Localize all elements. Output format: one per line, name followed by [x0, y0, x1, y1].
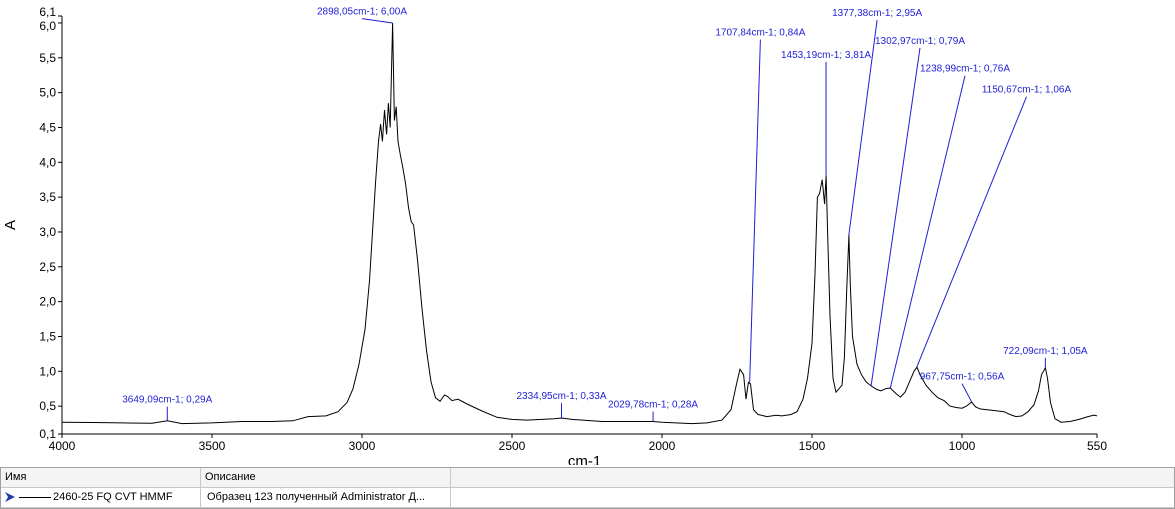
x-tick-label: 4000 — [49, 439, 76, 453]
y-tick-label: 2,5 — [39, 260, 56, 274]
y-tick-label: 4,5 — [39, 120, 56, 134]
x-tick-label: 2500 — [499, 439, 526, 453]
annotation-layer: 3649,09cm-1; 0,29A 2898,05cm-1; 6,00A 2334… — [122, 7, 1088, 422]
y-tick-label: 3,0 — [39, 225, 56, 239]
y-tick-label: 5,5 — [39, 51, 56, 65]
column-header-name[interactable]: Имя — [1, 468, 201, 487]
peak-label: 722,09cm-1; 1,05A — [1003, 346, 1088, 357]
peak-label: 2334,95cm-1; 0,33A — [516, 391, 606, 402]
y-tick-label: 1,5 — [39, 329, 56, 343]
x-tick-label: 550 — [1087, 439, 1107, 453]
current-row-arrow-icon — [5, 492, 15, 502]
peak-marker-line — [870, 47, 921, 387]
y-tick-label: 5,0 — [39, 86, 56, 100]
y-tick-label: 2,0 — [39, 295, 56, 309]
peak-label: 1707,84cm-1; 0,84A — [715, 28, 805, 39]
x-tick-label: 1000 — [949, 439, 976, 453]
y-tick-label: 3,5 — [39, 190, 56, 204]
series-name-cell[interactable]: 2460-25 FQ CVT HMMF — [1, 488, 201, 507]
y-tick-label: 0,5 — [39, 399, 56, 413]
peak-marker-line — [961, 383, 973, 403]
y-tick-label: 1,0 — [39, 364, 56, 378]
y-tick-label: 6,0 — [39, 19, 56, 33]
peak-label: 1238,99cm-1; 0,76A — [920, 64, 1010, 75]
peak-label: 967,75cm-1; 0,56A — [920, 372, 1005, 383]
y-axis-title: A — [2, 220, 19, 230]
x-axis-title: cm-1 — [568, 453, 601, 465]
peak-label: 1150,67cm-1; 1,06A — [982, 85, 1072, 96]
plot-layer — [61, 22, 1098, 425]
peak-label: 1377,38cm-1; 2,95A — [832, 8, 922, 19]
spectrum-line — [61, 22, 1098, 425]
peak-marker-line — [361, 18, 393, 24]
peak-marker-line — [889, 75, 966, 389]
series-table: Имя Описание 2460-25 FQ CVT HMMF Образец… — [0, 467, 1175, 509]
y-tick-label: 6,1 — [39, 5, 56, 19]
series-name: 2460-25 FQ CVT HMMF — [53, 491, 173, 503]
peak-label: 2898,05cm-1; 6,00A — [317, 7, 407, 18]
axes-layer: 4000 3500 3000 2500 2000 1500 1000 550 0,1 0,5 1,0… — [2, 5, 1107, 465]
series-table-header: Имя Описание — [1, 468, 1174, 488]
series-row[interactable]: 2460-25 FQ CVT HMMF Образец 123 полученн… — [1, 488, 1174, 508]
peak-label: 3649,09cm-1; 0,29A — [122, 395, 212, 406]
peak-marker-line — [848, 19, 878, 236]
x-tick-label: 2000 — [649, 439, 676, 453]
peak-marker-line — [916, 96, 1027, 368]
x-tick-label: 1500 — [799, 439, 826, 453]
spectrum-chart: 4000 3500 3000 2500 2000 1500 1000 550 0,1 0,5 1,0… — [2, 5, 1107, 465]
series-description-cell: Образец 123 полученный Administrator Д..… — [201, 488, 451, 507]
peak-label: 1302,97cm-1; 0,79A — [875, 36, 965, 47]
x-tick-label: 3500 — [199, 439, 226, 453]
series-line-swatch — [19, 497, 51, 498]
chart-svg: 4000 3500 3000 2500 2000 1500 1000 550 0,1 0,5 1,0… — [2, 5, 1107, 465]
peak-label: 1453,19cm-1; 3,81A — [781, 50, 871, 61]
peak-marker-line — [749, 39, 761, 383]
x-tick-label: 3000 — [349, 439, 376, 453]
column-header-description[interactable]: Описание — [201, 468, 451, 487]
y-tick-label: 0,1 — [39, 427, 56, 441]
y-tick-label: 4,0 — [39, 155, 56, 169]
peak-label: 2029,78cm-1; 0,28A — [608, 400, 698, 411]
